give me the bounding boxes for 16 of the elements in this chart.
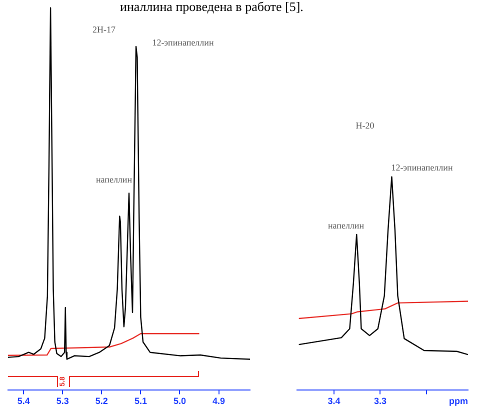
annotation: напеллин (96, 174, 132, 184)
x-axis-title: ppm (449, 396, 468, 406)
x-tick-label: 5.3 (56, 396, 69, 406)
x-tick-label: 5.4 (17, 396, 30, 406)
x-tick-label: 3.3 (374, 396, 386, 406)
x-tick-label: 5.0 (173, 396, 186, 406)
annotation: иналлина проведена в работе [5]. (120, 0, 304, 14)
x-tick-label: 5.2 (95, 396, 108, 406)
annotation: напеллин (328, 220, 364, 230)
x-tick-label: 5.1 (134, 396, 147, 406)
annotation: 2H-17 (92, 24, 116, 34)
annotation: 12-эпинапеллин (152, 37, 214, 48)
text: 12-эпинапеллин (391, 162, 453, 172)
text: H-20 (356, 120, 375, 130)
x-tick-label: 3.4 (328, 396, 340, 406)
x-tick-label: 4.9 (212, 396, 226, 406)
